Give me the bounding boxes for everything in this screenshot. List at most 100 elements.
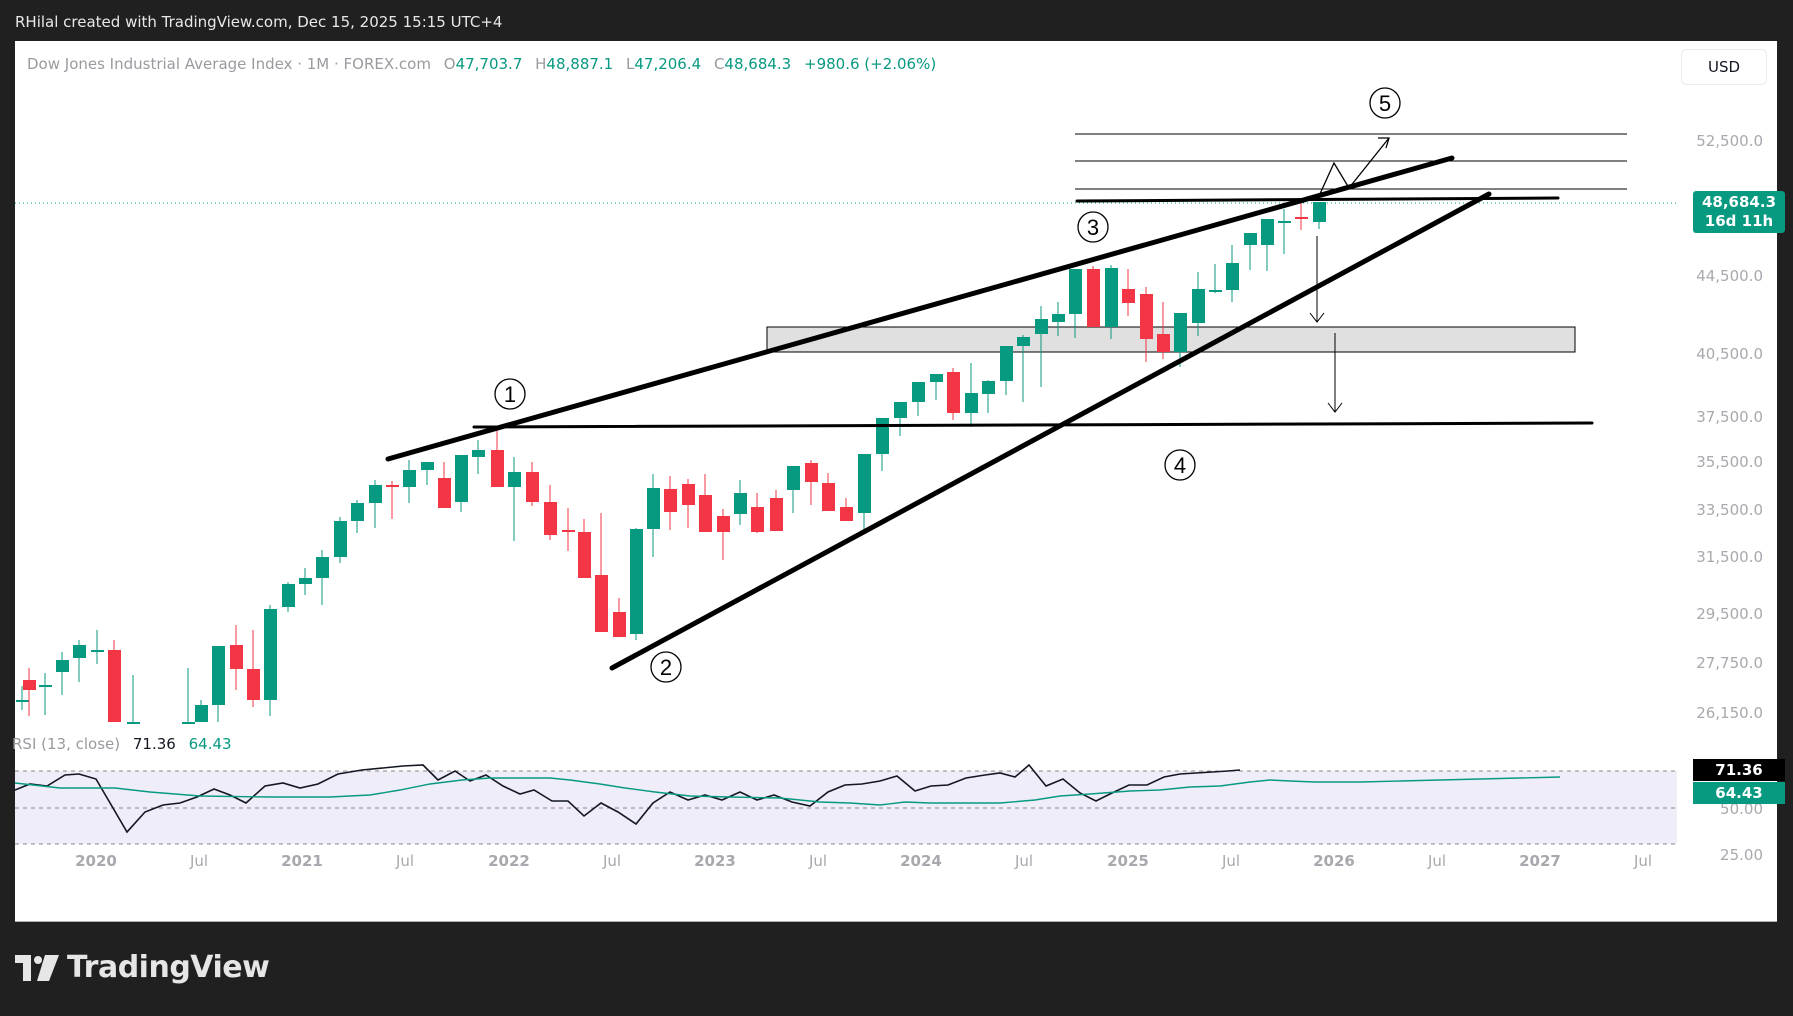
candle-down[interactable] [1157,334,1170,352]
wave5-projection-path[interactable] [1318,137,1390,197]
candle-up[interactable] [16,700,29,702]
candle-up[interactable] [316,557,329,578]
candle-down[interactable] [108,650,121,722]
candle-up[interactable] [351,503,364,521]
candle-down[interactable] [717,516,730,532]
wave1-high-line[interactable] [472,421,1594,429]
candle-up[interactable] [421,462,434,470]
candle-up[interactable] [212,646,225,705]
wave-label-circle-icon [650,651,682,683]
candle-up[interactable] [965,393,978,413]
candle-up[interactable] [1052,314,1065,322]
candle-up[interactable] [508,472,521,487]
candle-down[interactable] [699,495,712,532]
candle-up[interactable] [299,578,312,584]
candle-down[interactable] [1087,269,1100,327]
candle-down[interactable] [526,472,539,502]
candle-up[interactable] [282,584,295,607]
candle-up[interactable] [1017,337,1030,346]
candle-down[interactable] [1140,294,1153,339]
candle-up[interactable] [73,645,86,658]
candle-up[interactable] [1261,219,1274,245]
candle-up[interactable] [1226,263,1239,290]
candle-up[interactable] [1035,319,1048,334]
wave-label-circle-icon [1077,211,1109,243]
candle-up[interactable] [858,454,871,513]
candle-up[interactable] [982,381,995,394]
price-axis-label: 40,500.0 [1696,345,1763,363]
candle-up[interactable] [1174,313,1187,352]
candle-up[interactable] [91,650,104,652]
lower-wedge-line[interactable] [609,191,1492,671]
candle-up[interactable] [1069,269,1082,314]
candle-up[interactable] [334,521,347,557]
rsi-ma-tag: 64.43 [1693,782,1785,804]
candle-up[interactable] [734,493,747,514]
candle-down[interactable] [595,575,608,632]
candle-down[interactable] [613,612,626,637]
candle-up[interactable] [195,705,208,722]
candle-up[interactable] [876,418,889,454]
candle-up[interactable] [912,382,925,402]
candle-down[interactable] [23,680,36,690]
candle-up[interactable] [1105,268,1118,327]
candle-up[interactable] [787,466,800,490]
candle-down[interactable] [544,502,557,535]
time-axis-label: Jul [1014,852,1034,870]
candle-down[interactable] [822,483,835,511]
tradingview-logo-text: TradingView [67,950,270,985]
candle-down[interactable] [386,485,399,487]
rsi-legend: RSI (13, close) 71.36 64.43 [12,735,232,753]
low-label: L [626,55,635,73]
time-axis-label: 2022 [488,852,530,870]
candle-down[interactable] [770,498,783,531]
currency-button[interactable]: USD [1681,49,1767,85]
ohlc-legend: Dow Jones Industrial Average Index · 1M … [27,55,936,73]
candle-up[interactable] [894,402,907,418]
candle-down[interactable] [230,645,243,669]
candle-up[interactable] [369,485,382,503]
candle-down[interactable] [438,478,451,508]
time-axis-label: 2027 [1519,852,1561,870]
candle-up[interactable] [56,660,69,672]
candle-down[interactable] [947,372,960,413]
wave-label-1: 1 [504,382,516,407]
candle-down[interactable] [247,669,260,700]
candle-up[interactable] [1192,289,1205,323]
candle-down[interactable] [751,507,764,532]
candle-down[interactable] [682,484,695,505]
candle-down[interactable] [1295,217,1308,219]
candle-up[interactable] [930,374,943,382]
candle-up[interactable] [1000,346,1013,381]
candle-down[interactable] [562,530,575,532]
last-price-tag: 48,684.3 16d 11h [1693,191,1785,233]
upper-wedge-line[interactable] [385,155,1455,462]
candle-up[interactable] [264,609,277,700]
candle-up[interactable] [403,470,416,487]
candle-up[interactable] [1209,290,1222,292]
candle-up[interactable] [39,685,52,687]
candle-up[interactable] [1244,233,1257,245]
wave-label-circle-icon [494,378,526,410]
candle-down[interactable] [805,463,818,482]
candle-up[interactable] [1313,202,1326,222]
wave-label-3: 3 [1087,215,1099,240]
time-axis-label: Jul [1633,852,1653,870]
candle-up[interactable] [455,455,468,502]
candle-up[interactable] [647,488,660,529]
candle-up[interactable] [1278,221,1291,223]
candle-down[interactable] [840,507,853,521]
candle-up[interactable] [472,450,485,457]
candle-up[interactable] [127,722,140,724]
tradingview-logo: TradingView [15,950,270,985]
candle-down[interactable] [1122,289,1135,303]
candle-down[interactable] [491,450,504,487]
candle-up[interactable] [182,722,195,724]
wave3-top-line[interactable] [1075,196,1560,203]
candle-up[interactable] [630,529,643,634]
support-zone[interactable] [766,326,1576,353]
candle-down[interactable] [664,489,677,512]
time-axis-label: 2023 [694,852,736,870]
candle-down[interactable] [578,532,591,578]
